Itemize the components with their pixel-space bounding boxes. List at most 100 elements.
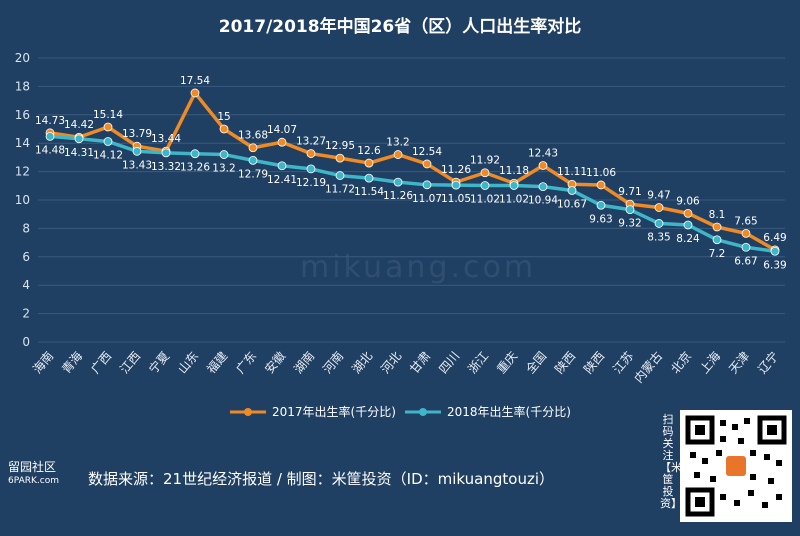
chart-title: 2017/2018年中国26省（区）人口出生率对比: [219, 16, 582, 37]
data-point-2: [161, 148, 171, 158]
data-point-2: [422, 180, 432, 190]
data-label: 17.54: [180, 75, 210, 87]
data-label: 7.65: [734, 215, 757, 227]
data-point-1: [393, 150, 403, 159]
data-label: 6.39: [763, 259, 786, 271]
x-tick-label: 广西: [88, 349, 114, 376]
y-tick-label: 20: [15, 51, 30, 65]
x-tick-label: 福建: [203, 348, 230, 376]
data-label: 7.2: [709, 248, 726, 260]
data-point-1: [103, 122, 113, 132]
data-point-1: [364, 158, 374, 168]
data-label: 8.35: [647, 231, 670, 243]
data-point-2: [74, 134, 84, 144]
x-tick-label: 陕西: [580, 348, 607, 376]
data-point-1: [538, 161, 548, 170]
y-tick-label: 18: [15, 79, 30, 93]
data-label: 13.27: [296, 136, 326, 148]
data-point-2: [480, 181, 490, 190]
data-label: 12.54: [412, 146, 442, 158]
x-tick-label: 湖北: [348, 348, 375, 376]
x-tick-label: 江西: [117, 349, 143, 376]
data-label: 15: [217, 111, 230, 123]
data-label: 14.42: [64, 119, 94, 131]
qr-code-icon: [685, 415, 787, 517]
y-tick-label: 12: [15, 165, 30, 179]
data-label: 8.24: [676, 233, 700, 245]
x-tick-label: 河南: [319, 348, 346, 376]
data-point-2: [393, 177, 403, 187]
data-label: 14.48: [35, 144, 65, 156]
y-tick-label: 4: [22, 278, 30, 292]
x-tick-label: 浙江: [465, 349, 491, 376]
x-tick-label: 安徽: [261, 348, 288, 376]
data-label: 13.2: [212, 163, 235, 175]
data-label: 11.26: [383, 190, 413, 202]
data-label: 11.72: [325, 184, 355, 196]
data-point-1: [219, 124, 229, 134]
legend-label: 2018年出生率(千分比): [447, 404, 571, 419]
y-tick-label: 6: [22, 250, 30, 264]
data-label: 12.79: [238, 168, 268, 180]
data-label: 9.47: [647, 190, 670, 202]
data-label: 13.26: [180, 162, 210, 174]
data-label: 14.31: [64, 147, 94, 159]
x-tick-label: 广东: [233, 349, 259, 376]
data-label: 8.1: [709, 209, 726, 221]
x-tick-label: 内蒙古: [631, 348, 666, 385]
source-note: 数据来源：21世纪经济报道 / 制图：米筐投资（ID：mikuangtouzi）: [88, 470, 554, 488]
data-label: 13.44: [151, 133, 181, 145]
data-label: 13.32: [151, 161, 181, 173]
x-tick-label: 四川: [436, 349, 462, 376]
data-label: 12.95: [325, 140, 355, 152]
data-label: 12.19: [296, 177, 326, 189]
data-point-2: [451, 180, 461, 190]
data-point-2: [103, 137, 113, 146]
data-point-1: [248, 143, 258, 153]
site-mark-bottom: 6PARK.com: [8, 476, 59, 486]
data-point-2: [625, 205, 635, 215]
y-tick-label: 0: [22, 335, 30, 349]
data-point-1: [654, 203, 664, 212]
data-label: 12.6: [357, 145, 381, 157]
x-tick-label: 上海: [696, 348, 723, 376]
data-point-1: [683, 208, 693, 218]
data-label: 11.02: [470, 194, 500, 206]
data-point-2: [683, 220, 693, 230]
site-watermark: 留园社区 6PARK.com: [8, 460, 59, 488]
qr-code-image[interactable]: [680, 410, 792, 522]
y-tick-label: 8: [22, 221, 30, 235]
x-tick-label: 北京: [668, 349, 694, 376]
y-tick-label: 16: [15, 108, 30, 122]
data-label: 11.26: [441, 164, 471, 176]
data-point-1: [741, 228, 751, 238]
data-label: 11.07: [412, 193, 442, 205]
data-point-1: [596, 180, 606, 190]
data-point-1: [335, 153, 345, 163]
data-label: 12.41: [267, 174, 297, 186]
data-label: 13.68: [238, 130, 268, 142]
data-label: 14.07: [267, 124, 297, 136]
data-point-2: [132, 146, 142, 156]
data-point-1: [480, 168, 490, 178]
data-label: 15.14: [93, 109, 123, 121]
data-point-1: [712, 222, 722, 232]
data-point-2: [248, 155, 258, 165]
data-label: 13.2: [386, 137, 409, 149]
data-point-2: [509, 181, 519, 190]
x-tick-label: 重庆: [494, 349, 520, 376]
data-point-2: [219, 150, 229, 159]
data-label: 9.63: [589, 213, 612, 225]
data-label: 11.11: [557, 166, 587, 178]
data-label: 6.67: [734, 255, 757, 267]
data-point-1: [422, 159, 432, 169]
data-label: 9.06: [676, 195, 700, 207]
data-point-2: [277, 161, 287, 171]
data-point-1: [190, 88, 200, 98]
y-tick-label: 10: [15, 193, 30, 207]
series-line-1: [49, 91, 776, 252]
data-label: 14.73: [35, 115, 65, 127]
x-tick-label: 辽宁: [754, 348, 781, 376]
